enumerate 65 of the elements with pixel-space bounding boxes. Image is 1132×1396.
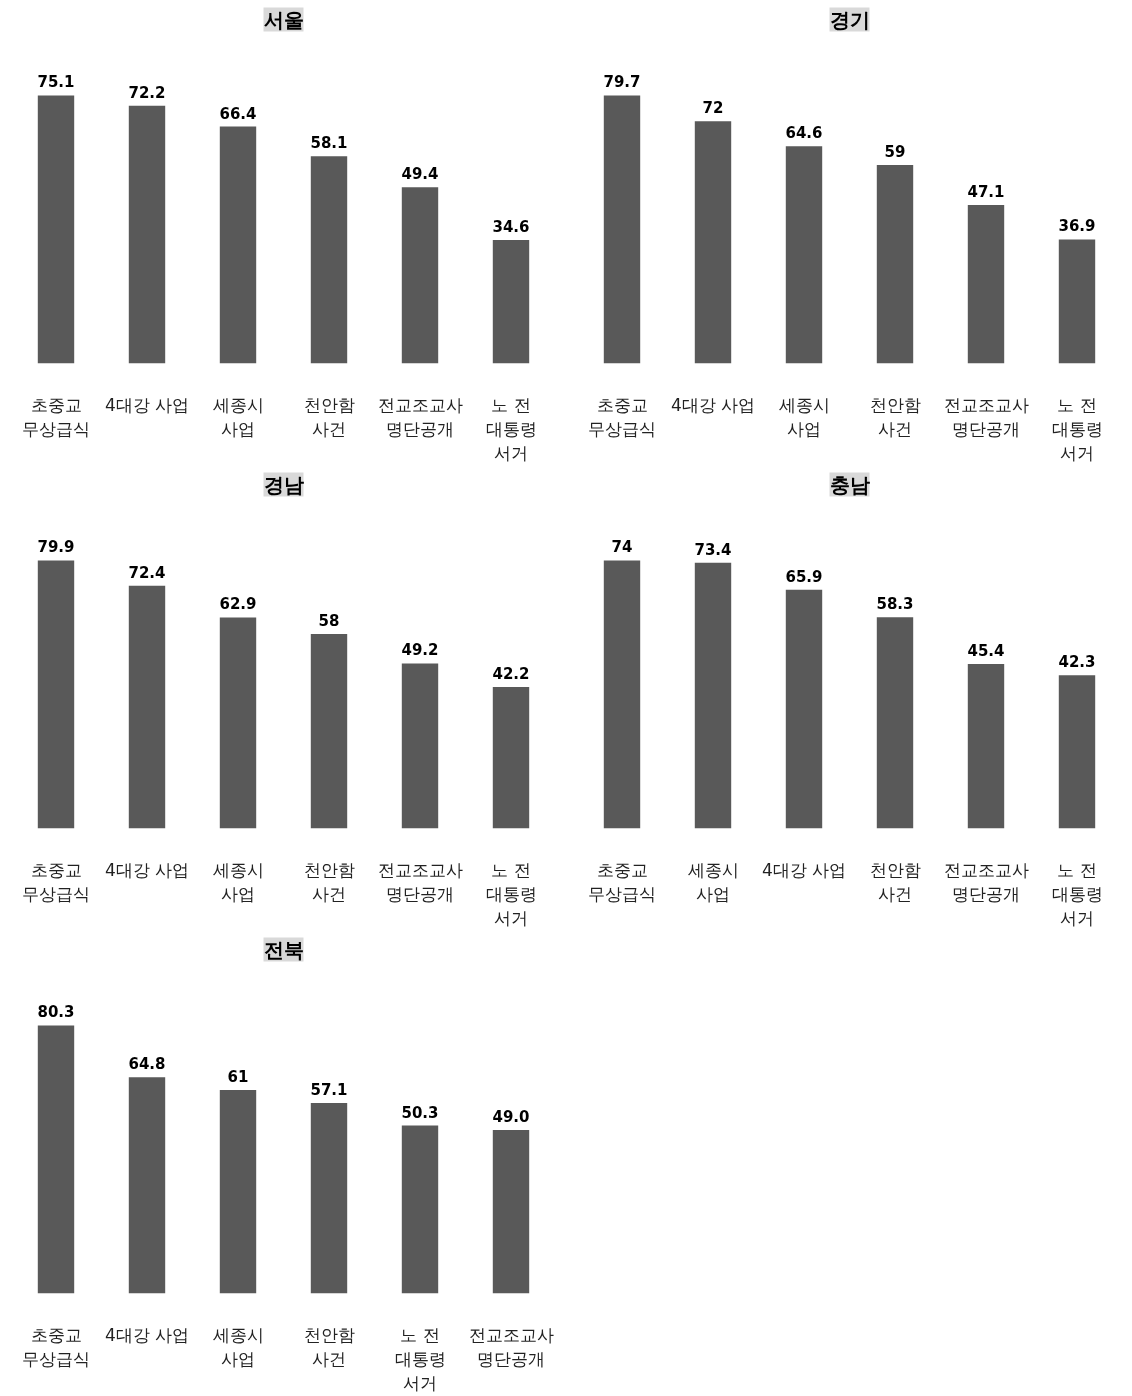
data-label: 74 xyxy=(611,538,633,557)
x-tick-label: 4대강 사업 xyxy=(104,1324,190,1345)
x-tick-label: 4대강 사업 xyxy=(761,859,847,880)
data-label: 57.1 xyxy=(310,1080,348,1099)
x-tick-label: 전교조교사 명단공개 xyxy=(943,859,1029,904)
data-label: 49.0 xyxy=(492,1107,530,1126)
data-label: 36.9 xyxy=(1058,217,1096,236)
x-tick-label: 초중교 무상급식 xyxy=(22,394,90,439)
data-label: 58.1 xyxy=(310,134,348,153)
x-tick-label: 4대강 사업 xyxy=(104,394,190,415)
x-tick-label: 전교조교사 명단공개 xyxy=(377,859,463,904)
data-label: 47.1 xyxy=(967,183,1005,202)
data-label: 49.4 xyxy=(401,165,439,184)
x-tick-label: 초중교 무상급식 xyxy=(22,1324,90,1369)
data-label: 58 xyxy=(318,611,340,630)
x-tick-label: 노 전 대통령 서거 xyxy=(1051,394,1103,463)
data-label: 61 xyxy=(227,1067,249,1086)
data-label: 65.9 xyxy=(785,567,823,586)
data-label: 66.4 xyxy=(219,104,257,123)
data-label: 42.2 xyxy=(492,664,530,683)
x-tick-label: 세종시 사업 xyxy=(687,859,739,904)
data-label: 64.8 xyxy=(128,1055,166,1074)
data-label: 73.4 xyxy=(694,540,732,559)
x-tick-label: 4대강 사업 xyxy=(104,859,190,880)
x-tick-label: 천안함 사건 xyxy=(303,859,355,904)
data-label: 72.2 xyxy=(128,83,166,102)
chart-title: 경기 xyxy=(829,7,870,32)
x-tick-label: 노 전 대통령 서거 xyxy=(485,859,537,928)
x-tick-label: 천안함 사건 xyxy=(303,394,355,439)
x-tick-label: 세종시 사업 xyxy=(778,394,830,439)
data-label: 62.9 xyxy=(219,595,257,614)
data-label: 72.4 xyxy=(128,563,166,582)
chart-title: 충남 xyxy=(829,472,870,497)
data-label: 80.3 xyxy=(37,1003,75,1022)
x-tick-label: 노 전 대통령 서거 xyxy=(394,1324,446,1393)
x-tick-label: 천안함 사건 xyxy=(869,859,921,904)
data-label: 42.3 xyxy=(1058,653,1096,672)
x-tick-label: 초중교 무상급식 xyxy=(22,859,90,904)
x-tick-label: 전교조교사 명단공개 xyxy=(943,394,1029,439)
data-label: 79.9 xyxy=(37,538,75,557)
data-label: 45.4 xyxy=(967,642,1005,661)
x-tick-label: 노 전 대통령 서거 xyxy=(1051,859,1103,928)
chart-title: 전북 xyxy=(263,937,304,962)
x-tick-label: 세종시 사업 xyxy=(212,1324,264,1369)
chart-title: 서울 xyxy=(263,7,304,32)
data-label: 72 xyxy=(702,99,724,118)
x-tick-label: 전교조교사 명단공개 xyxy=(377,394,463,439)
data-label: 59 xyxy=(884,143,906,162)
x-tick-label: 노 전 대통령 서거 xyxy=(485,394,537,463)
data-label: 49.2 xyxy=(401,641,439,660)
data-label: 34.6 xyxy=(492,218,530,237)
x-tick-label: 세종시 사업 xyxy=(212,394,264,439)
x-tick-label: 4대강 사업 xyxy=(670,394,756,415)
data-label: 64.6 xyxy=(785,124,823,143)
x-tick-label: 초중교 무상급식 xyxy=(588,859,656,904)
chart-title: 경남 xyxy=(263,472,304,497)
x-tick-label: 초중교 무상급식 xyxy=(588,394,656,439)
data-label: 50.3 xyxy=(401,1103,439,1122)
data-label: 58.3 xyxy=(876,595,914,614)
data-label: 79.7 xyxy=(603,73,641,92)
x-tick-label: 천안함 사건 xyxy=(303,1324,355,1369)
data-label: 75.1 xyxy=(37,73,75,92)
x-tick-label: 세종시 사업 xyxy=(212,859,264,904)
x-tick-label: 천안함 사건 xyxy=(869,394,921,439)
x-tick-label: 전교조교사 명단공개 xyxy=(468,1324,554,1369)
